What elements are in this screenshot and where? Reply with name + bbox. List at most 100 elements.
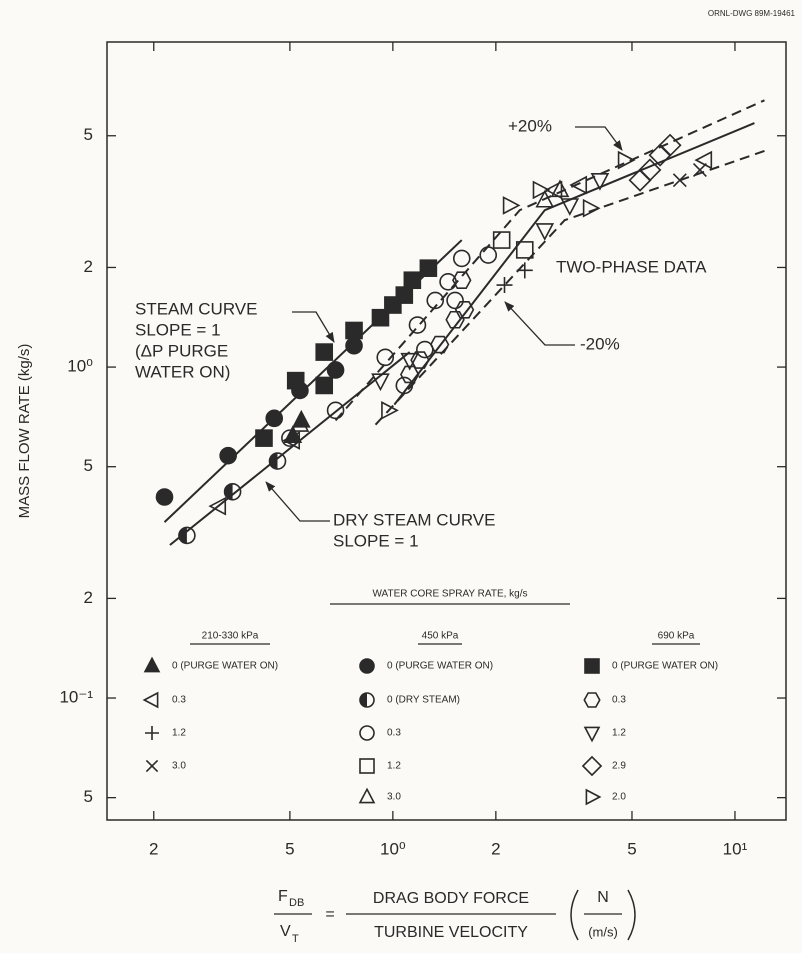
annotation: -20%: [580, 334, 620, 353]
y-tick-label: 5: [84, 456, 93, 475]
marker: [358, 787, 376, 804]
legend-group-title: 210-330 kPa: [202, 631, 259, 642]
x-tick-label: 5: [285, 839, 294, 858]
marker: [265, 409, 284, 428]
legend-label: 0.3: [387, 728, 401, 739]
legend-label: 1.2: [387, 761, 401, 772]
x-label-part: DB: [289, 897, 304, 909]
x-label-part: V: [280, 923, 291, 940]
marker: [281, 429, 299, 447]
marker: [408, 316, 427, 334]
marker: [255, 429, 273, 447]
legend-label: 0 (DRY STEAM): [387, 695, 460, 706]
annotation: +20%: [508, 116, 552, 135]
marker: [672, 173, 687, 188]
curve: [393, 122, 755, 406]
marker: [399, 365, 420, 384]
marker: [315, 376, 334, 395]
annotation: SLOPE = 1: [333, 531, 419, 550]
legend-label: 3.0: [172, 761, 186, 772]
marker-half: [178, 527, 187, 544]
marker: [583, 692, 601, 708]
marker: [532, 180, 551, 200]
marker: [403, 271, 422, 290]
marker: [535, 189, 555, 208]
curve: [169, 351, 411, 546]
x-tick-label: 10¹: [723, 839, 748, 858]
annotation: TWO-PHASE DATA: [556, 257, 707, 276]
marker: [452, 249, 471, 268]
legend-label: 0 (PURGE WATER ON): [172, 661, 278, 672]
marker: [535, 223, 555, 241]
marker: [286, 371, 305, 390]
marker: [345, 336, 363, 355]
marker: [400, 352, 420, 371]
marker: [142, 691, 159, 709]
marker: [585, 788, 602, 806]
marker: [569, 175, 588, 195]
marker: [617, 150, 636, 170]
leader: [504, 301, 575, 346]
y-tick-label: 10⁻¹: [59, 688, 93, 707]
marker: [359, 725, 375, 741]
marker: [381, 401, 399, 420]
legend-group-title: 450 kPa: [422, 631, 459, 642]
marker: [426, 291, 445, 310]
leader: [292, 311, 335, 343]
marker: [628, 168, 652, 192]
marker: [502, 196, 521, 215]
marker: [395, 286, 414, 304]
y-tick-label: 2: [84, 588, 93, 607]
marker: [516, 262, 533, 279]
x-label-part: DRAG BODY FORCE: [373, 890, 529, 907]
marker-outline: [268, 452, 287, 470]
marker: [359, 692, 375, 708]
source-id: ORNL-DWG 89M-19461: [708, 9, 796, 18]
marker: [454, 300, 475, 319]
marker: [326, 361, 345, 379]
marker: [145, 759, 159, 773]
legend-title: WATER CORE SPRAY RATE, kg/s: [372, 589, 527, 600]
y-axis-label: MASS FLOW RATE (kg/s): [16, 344, 33, 519]
legend-label: 1.2: [172, 728, 186, 739]
marker: [560, 198, 580, 216]
x-tick-label: 2: [149, 839, 158, 858]
legend-label: 1.2: [612, 728, 626, 739]
leader: [265, 481, 330, 522]
annotation: WATER ON): [135, 362, 230, 381]
marker: [326, 401, 345, 420]
marker: [219, 446, 237, 465]
marker: [223, 482, 242, 501]
marker: [692, 163, 707, 177]
marker: [492, 231, 511, 249]
x-tick-label: 2: [491, 839, 500, 858]
legend-label: 3.0: [387, 792, 401, 803]
marker: [429, 335, 450, 354]
marker: [550, 179, 570, 198]
marker: [268, 452, 287, 470]
x-axis-label: F DB V T = DRAG BODY FORCE TURBINE VELOC…: [274, 888, 636, 945]
y-tick-label: 2: [84, 257, 93, 276]
marker: [410, 351, 430, 369]
paren: [627, 889, 636, 941]
marker: [290, 414, 310, 432]
marker: [479, 246, 498, 264]
y-tick-label: 10⁰: [67, 357, 93, 376]
annotation: (ΔP PURGE: [135, 341, 228, 360]
curve: [374, 149, 765, 426]
x-label-part: (m/s): [588, 924, 618, 939]
marker: [446, 291, 464, 310]
marker-outline: [178, 526, 196, 545]
marker: [155, 488, 174, 506]
x-tick-label: 10⁰: [380, 839, 406, 858]
legend-label: 0.3: [172, 695, 186, 706]
marker: [581, 755, 603, 777]
marker: [515, 241, 534, 259]
curve: [334, 99, 765, 422]
marker-half: [269, 453, 278, 470]
legend-label: 0 (PURGE WATER ON): [612, 661, 718, 672]
marker: [359, 758, 375, 774]
legend-group-title: 690 kPa: [658, 631, 695, 642]
marker-outline: [359, 692, 375, 708]
marker: [208, 496, 227, 516]
